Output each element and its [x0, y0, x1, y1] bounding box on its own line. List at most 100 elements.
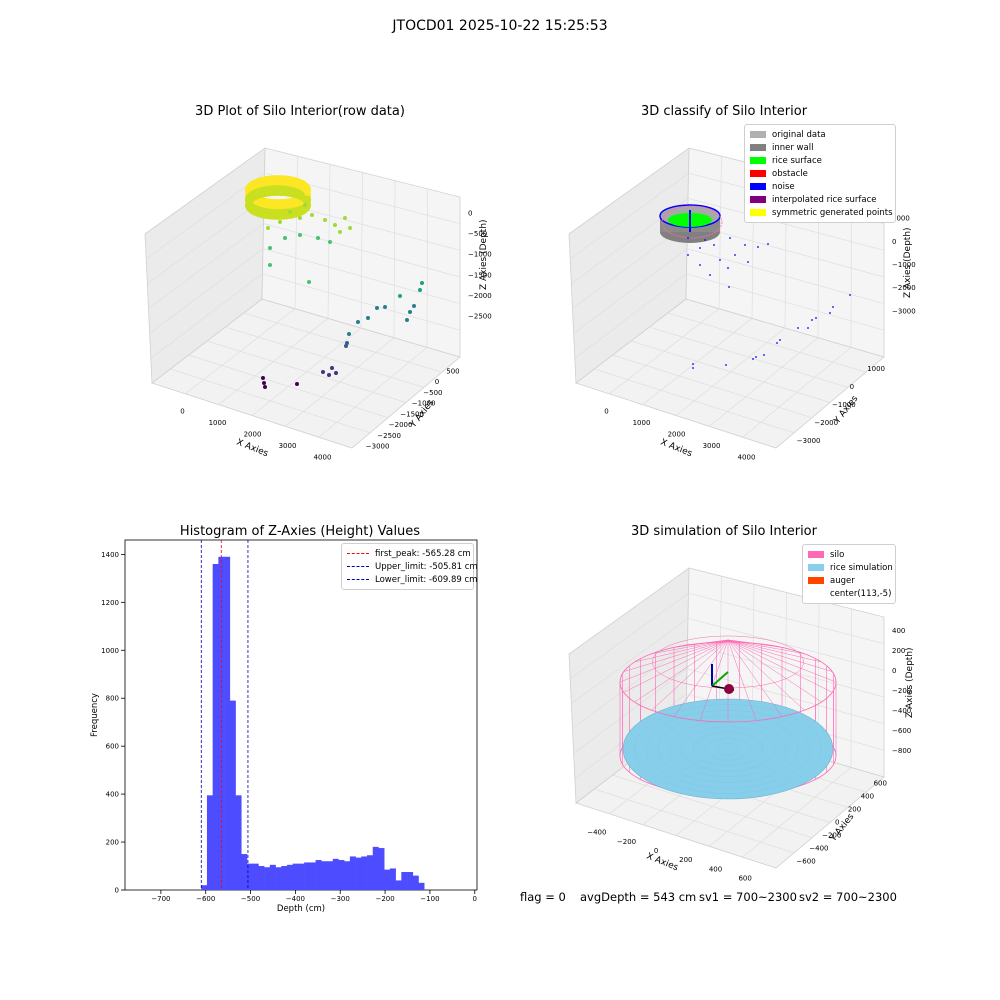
- noise-point: [699, 264, 701, 266]
- data-point: [328, 240, 332, 244]
- histogram-bar: [355, 857, 362, 890]
- x-tick-label: 1000: [633, 419, 651, 427]
- y-tick-label: 200: [106, 839, 119, 847]
- legend-item-silo: silo: [808, 548, 890, 561]
- legend-item-center: center(113,-5): [808, 587, 891, 600]
- noise-point: [829, 312, 831, 314]
- panel4-simulation: [619, 635, 837, 800]
- grid-line: [149, 248, 264, 334]
- histogram-bar: [361, 856, 368, 890]
- data-point: [344, 344, 348, 348]
- y-tick-label: 1400: [101, 551, 119, 559]
- histogram-bar: [298, 863, 305, 890]
- legend-label: rice simulation: [830, 562, 893, 573]
- y-tick-label: −2500: [377, 432, 401, 440]
- x-tick-label: 3000: [703, 442, 721, 450]
- histogram-xlabel: Depth (cm): [277, 904, 325, 914]
- data-point: [418, 288, 422, 292]
- noise-point: [747, 261, 749, 263]
- data-point: [295, 382, 299, 386]
- data-point: [330, 366, 334, 370]
- x-tick-label: 0: [473, 895, 477, 903]
- x-tick-label: −100: [420, 895, 439, 903]
- y-tick-label: 500: [446, 367, 459, 375]
- histogram-bar: [327, 861, 334, 890]
- silo-roof-wire: [727, 639, 822, 663]
- z-tick-label: −2000: [892, 284, 916, 292]
- noise-point: [687, 254, 689, 256]
- x-tick-label: 2000: [244, 431, 262, 439]
- histogram-bar: [252, 863, 259, 890]
- panel2-title: 3D classify of Silo Interior: [640, 104, 808, 119]
- histogram-bar: [349, 856, 356, 890]
- histogram-bar: [246, 863, 253, 890]
- data-point: [420, 281, 424, 285]
- grid-line: [572, 643, 688, 729]
- y-tick-label: 0: [835, 819, 839, 827]
- grid-line: [573, 248, 688, 334]
- y-tick-label: 200: [848, 806, 861, 814]
- y-tick-label: −200: [822, 832, 841, 840]
- z-tick-label: −1500: [468, 271, 492, 279]
- grid-line: [318, 347, 428, 438]
- noise-point: [687, 237, 689, 239]
- noise-point: [807, 327, 809, 329]
- panel4-zlabel: Z Axies (Depth): [905, 647, 915, 718]
- histogram-bar: [321, 861, 328, 890]
- legend-item-rice-surface: rice surface: [750, 154, 890, 167]
- footer-avg-depth: avgDepth = 543 cm: [580, 890, 697, 904]
- legend-label: obstacle: [772, 168, 808, 179]
- noise-point: [744, 244, 746, 246]
- x-tick-label: −500: [241, 895, 260, 903]
- data-point: [298, 216, 302, 220]
- y-tick-label: −600: [796, 858, 815, 866]
- noise-point: [729, 237, 731, 239]
- z-tick-label: 0: [892, 667, 896, 675]
- z-tick-label: 200: [892, 647, 905, 655]
- data-point: [307, 280, 311, 284]
- x-tick-label: 400: [709, 865, 722, 873]
- x-tick-label: 0: [180, 408, 184, 416]
- data-point: [348, 226, 352, 230]
- z-tick-label: −200: [892, 687, 911, 695]
- y-tick-label: −400: [809, 845, 828, 853]
- y-tick-label: 0: [115, 887, 119, 895]
- x-tick-label: −700: [151, 895, 170, 903]
- y-tick-label: −1000: [412, 400, 436, 408]
- data-point: [412, 304, 416, 308]
- histogram-bar: [258, 866, 265, 890]
- z-tick-label: −800: [892, 747, 911, 755]
- z-tick-label: −500: [468, 230, 487, 238]
- legend-label: Lower_limit: -609.89 cm: [375, 574, 478, 585]
- histogram-legend: first_peak: -565.28 cm Upper_limit: -505…: [341, 543, 478, 590]
- silo-roof-wire: [634, 639, 729, 663]
- x-tick-label: −600: [196, 895, 215, 903]
- y-tick-label: −1500: [400, 410, 424, 418]
- legend-item-auger: auger: [808, 574, 890, 587]
- panel4-xlabel: X Axies: [645, 852, 680, 874]
- legend-line: [347, 579, 369, 580]
- legend-item-interpolated: interpolated rice surface: [750, 193, 890, 206]
- histogram-bar: [235, 795, 242, 890]
- legend-item-rice-simulation: rice simulation: [808, 561, 893, 574]
- histogram-bar: [389, 868, 396, 890]
- x-tick-label: 0: [654, 847, 658, 855]
- legend-swatch: [750, 144, 766, 151]
- legend-item-obstacle: obstacle: [750, 167, 890, 180]
- data-point: [321, 370, 325, 374]
- z-tick-label: −3000: [892, 307, 916, 315]
- histogram-bar: [269, 864, 276, 890]
- panel1-axes-box: [144, 147, 461, 449]
- z-tick-label: −2000: [468, 292, 492, 300]
- legend-item-inner-wall: inner wall: [750, 141, 890, 154]
- grid-line: [569, 172, 689, 260]
- legend-swatch: [808, 564, 824, 571]
- legend-item-symmetric: symmetric generated points: [750, 206, 893, 219]
- data-point: [347, 332, 351, 336]
- legend-line: [347, 566, 369, 567]
- y-tick-label: −1000: [832, 401, 856, 409]
- noise-point: [704, 239, 706, 241]
- legend-label: rice surface: [772, 155, 822, 166]
